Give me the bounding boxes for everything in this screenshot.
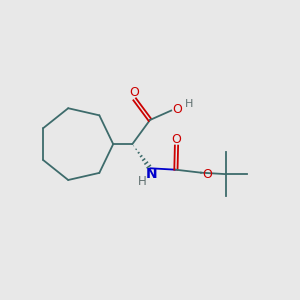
Text: H: H [185, 99, 194, 109]
Text: O: O [172, 133, 182, 146]
Text: H: H [138, 175, 147, 188]
Text: O: O [129, 86, 139, 99]
Text: N: N [146, 167, 157, 181]
Text: O: O [202, 168, 212, 181]
Text: O: O [172, 103, 182, 116]
